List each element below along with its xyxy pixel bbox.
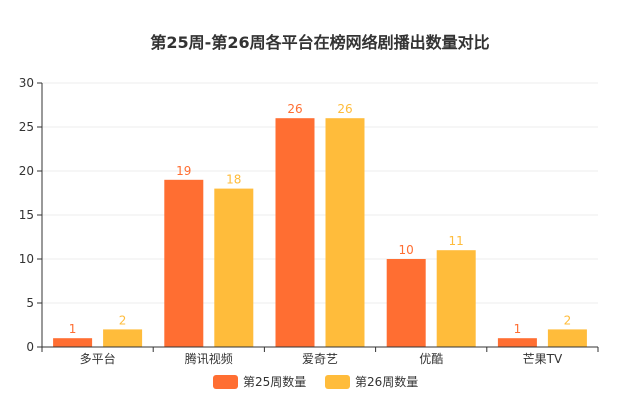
y-tick-label: 20: [19, 164, 34, 178]
x-axis: 多平台 腾讯视频 爱奇艺 优酷 芒果TV: [41, 346, 599, 366]
bar[interactable]: [214, 188, 254, 347]
y-tick-label: 25: [19, 120, 34, 134]
legend-label[interactable]: 第25周数量: [243, 374, 306, 389]
data-label: 2: [119, 313, 127, 327]
bar[interactable]: [325, 118, 365, 347]
data-label: 1: [514, 322, 522, 336]
gridlines: [42, 82, 598, 304]
x-tick-label: 多平台: [80, 351, 116, 366]
bar[interactable]: [436, 250, 476, 347]
x-tick-label: 爱奇艺: [302, 352, 338, 366]
legend-swatch[interactable]: [213, 375, 238, 389]
bar[interactable]: [103, 329, 143, 347]
bar[interactable]: [386, 259, 426, 347]
y-tick-label: 0: [26, 340, 34, 354]
y-tick-label: 10: [19, 252, 34, 266]
x-tick-label: 芒果TV: [523, 351, 563, 366]
legend-item[interactable]: 第26周数量: [325, 374, 418, 389]
y-tick-label: 5: [26, 296, 34, 310]
data-label: 10: [399, 243, 414, 257]
y-axis: 0 5 10 15 20 25 30: [19, 76, 43, 354]
bar[interactable]: [497, 338, 537, 347]
bar[interactable]: [53, 338, 93, 347]
data-label: 26: [337, 102, 352, 116]
bar[interactable]: [547, 329, 587, 347]
data-label: 19: [176, 164, 191, 178]
data-label: 2: [564, 313, 572, 327]
chart-title: 第25周-第26周各平台在榜网络剧播出数量对比: [150, 33, 489, 52]
legend-swatch[interactable]: [325, 375, 350, 389]
legend-label[interactable]: 第26周数量: [355, 374, 418, 389]
data-label: 18: [226, 173, 241, 187]
x-tick-label: 优酷: [419, 352, 443, 366]
legend[interactable]: 第25周数量 第26周数量: [213, 374, 418, 389]
y-tick-label: 15: [19, 208, 34, 222]
data-label: 1: [69, 322, 77, 336]
bar[interactable]: [275, 118, 315, 347]
data-label: 11: [449, 234, 464, 248]
y-tick-label: 30: [19, 76, 34, 90]
x-tick-label: 腾讯视频: [185, 351, 233, 366]
bar[interactable]: [164, 179, 204, 347]
data-label: 26: [287, 102, 302, 116]
legend-item[interactable]: 第25周数量: [213, 374, 306, 389]
